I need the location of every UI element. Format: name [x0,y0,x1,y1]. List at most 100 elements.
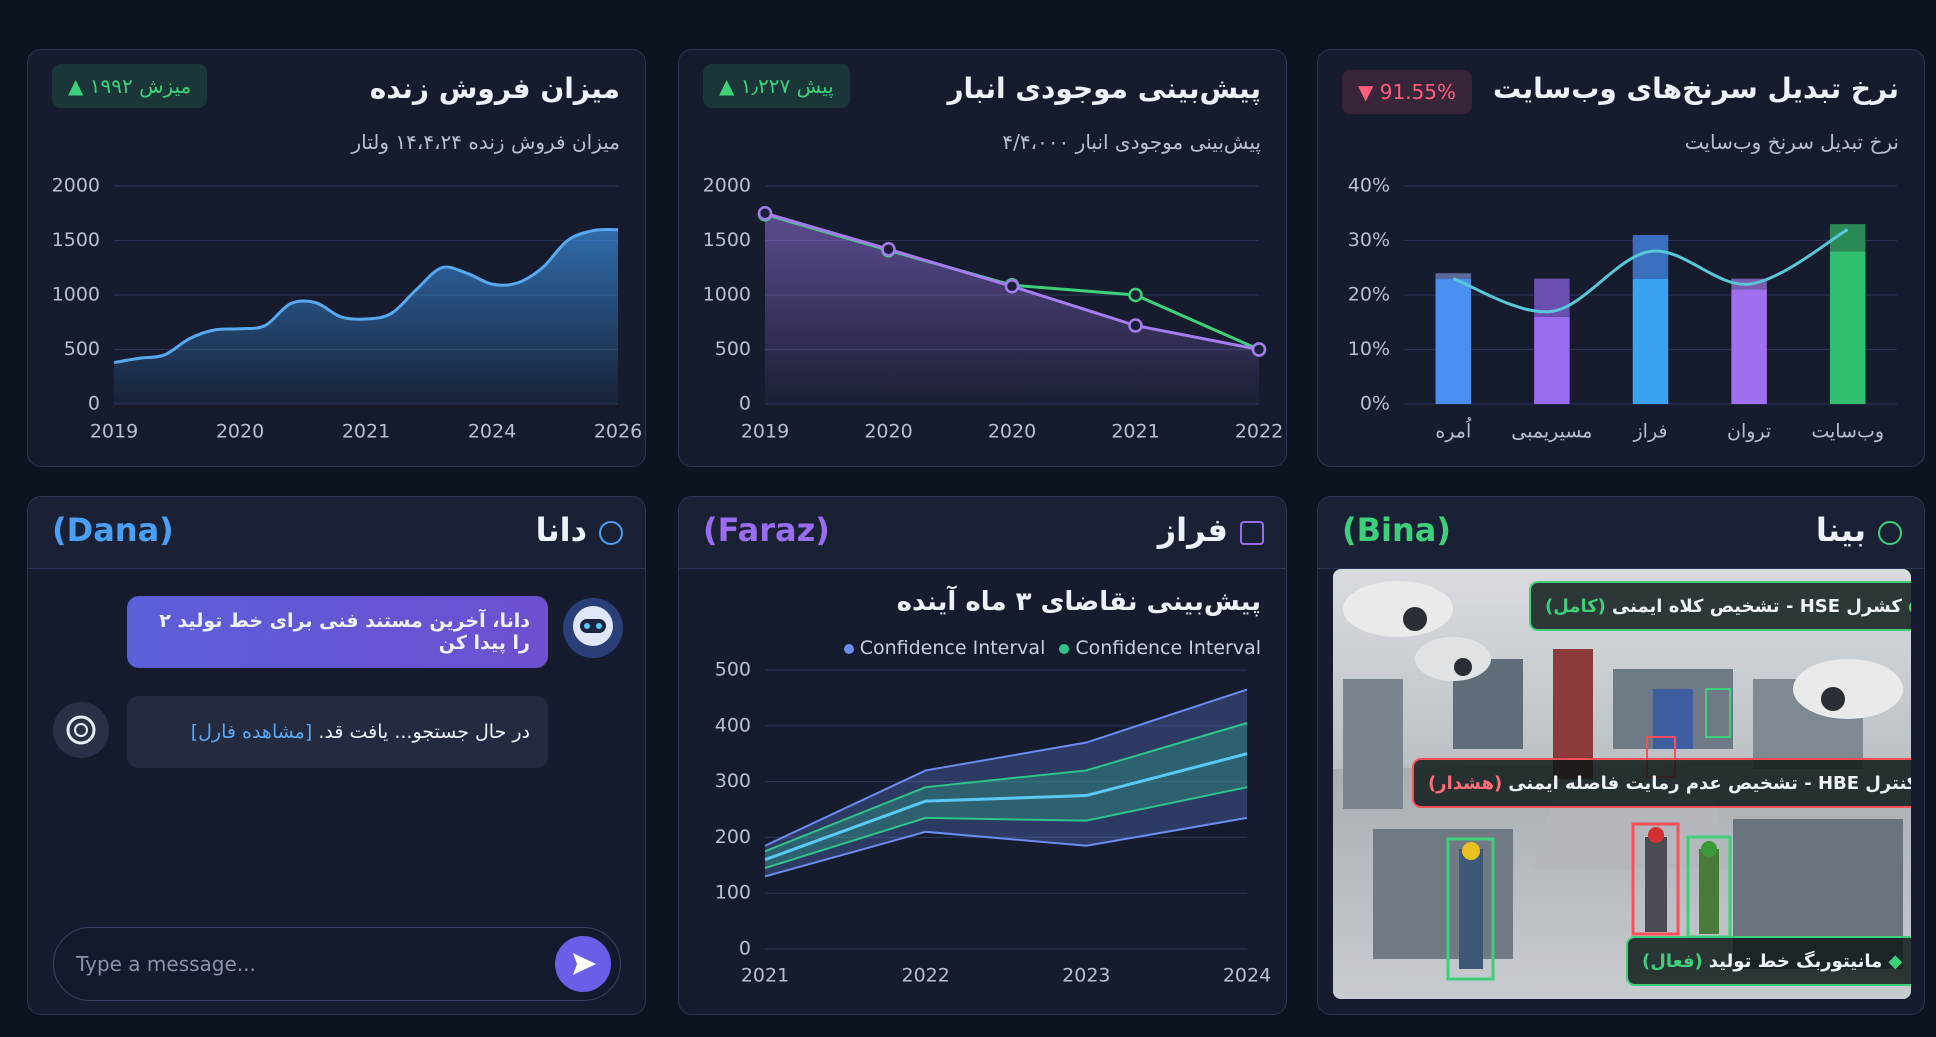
line [113,228,619,365]
alert: ●کنترل HBE - تشخیص عدم رمایت فاصله ایمنی… [1412,758,1911,808]
legend-label: Confidence Interval [1075,637,1261,659]
panel-icon [1240,521,1264,545]
x-tick-label: 2019 [90,421,138,443]
x-tick-label: وب‌سایت [1811,421,1884,443]
x-tick-label: مسیریمبی [1511,421,1592,443]
sales-panel: ▲ میزش ۱۹۹۲ میزان فروش زنده میزان فروش ز… [27,49,646,467]
y-tick-label: 0% [1360,393,1390,415]
panel-latin-name: (Bina) [1342,511,1451,549]
badge-label: پیش ۱٫۲۲۷ [740,74,834,98]
x-tick-label: 2022 [1235,421,1283,443]
panel-icon [1878,521,1902,545]
y-tick-label: 0 [88,393,100,415]
y-tick-label: 0 [739,938,751,960]
user-message: دانا، آخرین مستند فنی برای خط تولید ۲ را… [127,596,548,668]
bar [1731,289,1767,404]
message-text: در حال جستجو... یافت قد. [318,721,530,743]
bar [1829,251,1866,404]
band-lower [764,786,1248,870]
point [1128,318,1143,333]
alert-text: کنترل HBE - تشخیص عدم رمایت فاصله ایمنی [1508,772,1911,794]
x-tick-label: 2024 [468,421,516,443]
badge: ▼ 91.55% [1342,70,1473,114]
legend-item: Confidence Interval [843,637,1045,659]
alert-status: (فعال) [1642,950,1703,972]
y-tick-label: 300 [715,770,751,792]
x-tick-label: 2023 [1062,965,1110,987]
inventory-panel: ▲ پیش ۱٫۲۲۷ پیش‌بینی موجودی انبار پیش‌بی… [678,49,1287,467]
chart-subtitle: نرخ تبدیل سرنخ وب‌سایت [1684,130,1899,154]
point [1128,287,1143,303]
forecast-panel: (Faraz) فراز پیش‌بینی نقاضای ۳ ماه آینده… [678,496,1287,1015]
badge-label: میزش ۱۹۹۲ [89,74,192,98]
legend-swatch [843,644,854,654]
panel-icon [599,521,623,545]
panel-name: بینا [1815,511,1866,549]
y-tick-label: 2000 [52,175,100,197]
badge-arrow: ▲ [719,74,735,98]
area [114,229,618,404]
y-tick-label: 0 [739,393,751,415]
chart-title: میزان فروش زنده [369,72,620,105]
y-tick-label: 20% [1348,284,1390,306]
y-tick-label: 200 [715,826,751,848]
message-link[interactable]: [مشاهده فارل] [190,721,313,743]
chart: 0% 10% 20% 30% 40% اُمره مسیریمبی فراز تروان وب‌س… [1348,175,1897,443]
y-tick-label: 2000 [703,175,751,197]
message-input[interactable]: Type a message... [53,927,621,1001]
y-tick-label: 40% [1348,175,1390,197]
x-tick-label: 2022 [901,965,949,987]
badge: ▲ میزش ۱۹۹۲ [52,64,208,108]
x-tick-label: 2021 [342,421,390,443]
panel-latin-name: (Dana) [52,511,174,549]
badge: ▲ پیش ۱٫۲۲۷ [703,64,850,108]
conversion-panel: ▼ 91.55% نرخ تبدیل سرنخ‌های وب‌سایت نرخ … [1317,49,1925,467]
y-tick-label: 10% [1348,338,1390,360]
point [1004,279,1020,294]
y-tick-label: 500 [64,338,100,360]
y-tick-label: 500 [715,659,751,681]
bot-message: در حال جستجو... یافت قد. [مشاهده فارل] [127,696,548,768]
line [764,752,1248,862]
alert-text: کشرل HSE - تشخیص کلاه ایمنی [1611,595,1902,617]
alert: ◆ مانیتوربگ خط تولید (فعال) [1626,936,1911,986]
bar [1435,278,1472,404]
chart: 0 100 200 300 400 500 2021 2022 2023 2024 [715,659,1271,987]
point [757,206,773,221]
x-tick-label: تروان [1727,421,1771,443]
panel-name: فراز [1157,511,1228,549]
x-tick-label: فراز [1632,421,1667,443]
y-tick-label: 1500 [703,229,751,251]
point [881,241,896,257]
x-tick-label: 2021 [1111,421,1159,443]
panel-header: (Bina) بینا [1318,497,1924,569]
x-tick-label: 2024 [1223,965,1271,987]
y-tick-label: 100 [715,882,751,904]
chart: 0 500 1000 1500 2000 2019 2020 2020 2021 2022 [703,175,1284,443]
assistant-avatar [53,702,109,758]
send-button[interactable] [554,935,612,993]
panel-header: (Dana) دانا [28,497,645,569]
y-tick-label: 500 [715,338,751,360]
x-tick-label: 2020 [988,421,1036,443]
input-placeholder: Type a message... [76,952,256,976]
area [765,213,1259,404]
x-tick-label: 2020 [216,421,264,443]
chart-subtitle: میزان فروش زنده ۱۴،۴،۲۴ ولتار [351,130,621,154]
bar [1632,235,1669,279]
line [1452,228,1849,314]
legend-item: Confidence Interval [1059,637,1261,659]
alert-status: (کامل) [1545,595,1606,617]
x-tick-label: 2021 [741,965,789,987]
chart: 0 500 1000 1500 2000 2019 2020 2021 2024 2026 [52,175,643,443]
y-tick-label: 1000 [703,284,751,306]
y-tick-label: 30% [1348,229,1390,251]
badge-arrow: ▲ [68,74,84,98]
y-tick-label: 1500 [52,229,100,251]
chart-title: پیش‌بینی موجودی انبار [947,72,1261,105]
band-lower [764,816,1248,878]
x-tick-label: 2019 [741,421,789,443]
chat-panel: (Dana) دانا دانا، آخرین مستند فنی برای خ… [27,496,646,1015]
chart-title: پیش‌بینی نقاضای ۳ ماه آینده [896,587,1261,617]
